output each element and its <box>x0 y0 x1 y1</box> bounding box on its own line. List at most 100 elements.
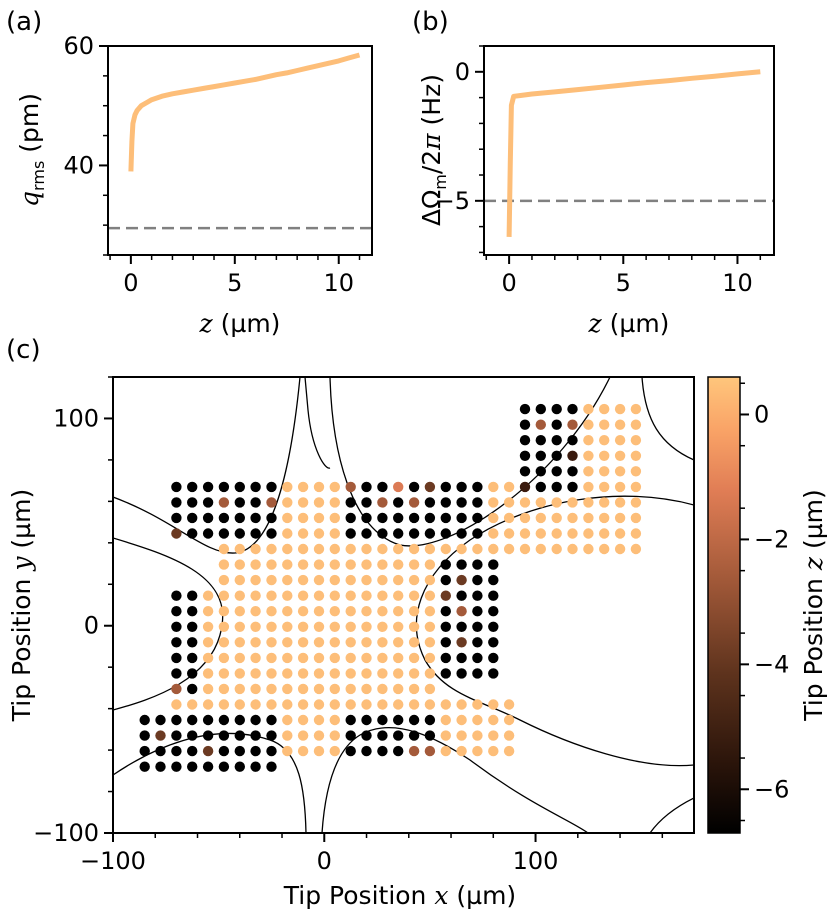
scatter-point <box>313 497 325 508</box>
scatter-point <box>297 621 309 632</box>
scatter-point <box>218 745 230 757</box>
scatter-point <box>313 574 325 586</box>
scatter-point <box>535 466 546 477</box>
scatter-point <box>250 481 261 493</box>
scatter-point <box>408 621 420 632</box>
scatter-point <box>187 512 198 524</box>
scatter-point <box>361 668 372 679</box>
scatter-point <box>408 606 420 617</box>
c-ytick-label: 100 <box>53 404 99 432</box>
scatter-point <box>535 419 546 430</box>
scatter-point <box>266 621 277 632</box>
scatter-point <box>361 512 372 524</box>
b-xtick-label: 10 <box>722 269 753 297</box>
scatter-point <box>472 730 483 741</box>
scatter-point <box>266 745 277 757</box>
panel-c-label: (c) <box>6 335 41 365</box>
scatter-point <box>234 497 245 508</box>
scatter-point <box>519 528 531 539</box>
scatter-point <box>440 512 451 524</box>
scatter-point <box>472 574 483 586</box>
scatter-point <box>583 450 594 461</box>
scatter-point <box>456 745 467 757</box>
scatter-point <box>282 714 293 726</box>
scatter-point <box>519 450 531 461</box>
scatter-point <box>599 543 610 555</box>
scatter-point <box>599 497 610 508</box>
scatter-point <box>250 574 261 586</box>
scatter-point <box>472 668 483 679</box>
scatter-point <box>614 450 626 461</box>
scatter-point <box>218 714 230 726</box>
scatter-point <box>218 699 230 710</box>
scatter-point <box>234 745 245 757</box>
scatter-point <box>440 652 451 664</box>
scatter-point <box>282 528 293 539</box>
scatter-point <box>313 683 325 695</box>
scatter-point <box>171 730 182 741</box>
scatter-point <box>313 730 325 741</box>
scatter-point <box>250 745 261 757</box>
scatter-point <box>408 637 420 648</box>
scatter-point <box>329 668 340 679</box>
scatter-point <box>551 450 562 461</box>
scatter-point <box>202 714 214 726</box>
scatter-point <box>488 574 499 586</box>
scatter-point <box>567 543 578 555</box>
scatter-point <box>266 528 277 539</box>
scatter-point <box>424 512 436 524</box>
scatter-point <box>551 419 562 430</box>
scatter-point <box>440 481 451 493</box>
panel-a-label: (a) <box>6 7 42 37</box>
scatter-point <box>187 590 198 601</box>
scatter-point <box>187 652 198 664</box>
scatter-point <box>234 512 245 524</box>
scatter-point <box>377 481 388 493</box>
scatter-point <box>187 730 198 741</box>
scatter-point <box>297 683 309 695</box>
scatter-point <box>567 528 578 539</box>
scatter-point <box>345 652 356 664</box>
scatter-point <box>630 466 642 477</box>
scatter-point <box>377 512 388 524</box>
scatter-point <box>361 481 372 493</box>
scatter-point <box>250 512 261 524</box>
scatter-point <box>393 528 404 539</box>
scatter-point <box>393 668 404 679</box>
scatter-point <box>266 714 277 726</box>
scatter-point <box>250 497 261 508</box>
scatter-point <box>218 497 230 508</box>
scatter-point <box>282 543 293 555</box>
scatter-point <box>361 652 372 664</box>
scatter-point <box>440 668 451 679</box>
contour-top-mid <box>329 377 611 547</box>
scatter-point <box>329 699 340 710</box>
scatter-point <box>614 403 626 415</box>
scatter-point <box>535 543 546 555</box>
scatter-point <box>377 559 388 570</box>
scatter-point <box>535 403 546 415</box>
scatter-point <box>535 481 546 493</box>
scatter-point <box>440 637 451 648</box>
colorbar-tick-label: 0 <box>754 400 769 428</box>
scatter-point <box>218 683 230 695</box>
scatter-point <box>424 699 436 710</box>
scatter-point <box>282 730 293 741</box>
scatter-point <box>551 497 562 508</box>
scatter-point <box>614 419 626 430</box>
scatter-point <box>187 621 198 632</box>
panel-a-ylabel: qrms (pm) <box>15 93 48 207</box>
scatter-point <box>250 606 261 617</box>
scatter-point <box>583 403 594 415</box>
scatter-point <box>361 528 372 539</box>
panel-b-chart: 0 5 10 0 −5 z (µm) ΔΩm/2π (Hz) <box>417 45 775 338</box>
scatter-point <box>297 745 309 757</box>
scatter-point <box>456 528 467 539</box>
scatter-point <box>519 466 531 477</box>
scatter-point <box>202 637 214 648</box>
scatter-point <box>583 512 594 524</box>
scatter-point <box>266 637 277 648</box>
scatter-point <box>218 512 230 524</box>
scatter-point <box>187 637 198 648</box>
scatter-point <box>187 668 198 679</box>
